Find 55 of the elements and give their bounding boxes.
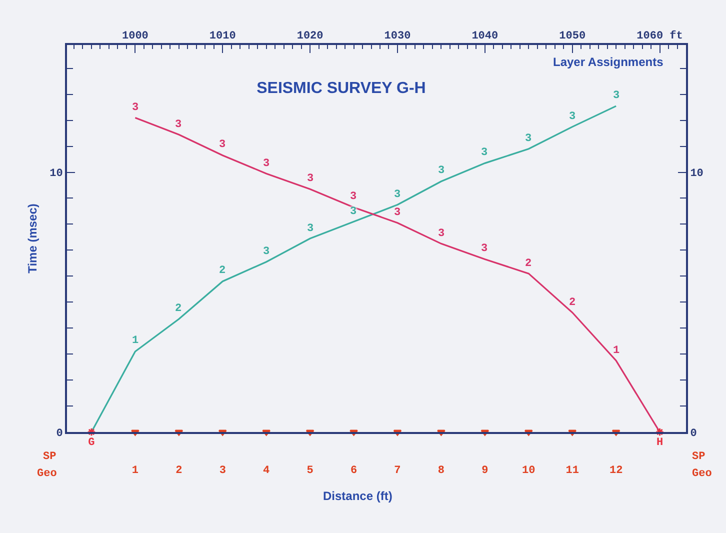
- x-tick-label: 6: [350, 465, 358, 478]
- x-tick-label: 4: [263, 465, 270, 478]
- annotation: 3: [350, 191, 357, 203]
- x-tick-label: 5: [306, 465, 314, 478]
- annotation: 3: [263, 246, 270, 258]
- annotation: 3: [307, 223, 314, 235]
- annotation: 2: [569, 297, 576, 309]
- x2-tick-label: 1020: [296, 30, 324, 43]
- x-tick-label: 1: [132, 465, 139, 478]
- text: SP: [692, 451, 706, 463]
- x2-tick-label: 1040: [472, 30, 498, 43]
- annotation: 3: [307, 173, 314, 185]
- text: Geo: [692, 468, 712, 480]
- annotation: 3: [394, 189, 401, 201]
- x2-tick-label: 1060 ft: [636, 30, 683, 43]
- annotation: 3: [438, 228, 445, 240]
- annotation: 3: [394, 207, 401, 219]
- x2-tick-label: 1030: [384, 30, 411, 43]
- x-tick-label: 2: [176, 465, 182, 478]
- annotation: 1: [613, 345, 620, 357]
- y-axis-title: Time (msec): [25, 204, 40, 274]
- x-tick-label: 12: [609, 465, 623, 478]
- annotation: 3: [438, 165, 445, 177]
- x-axis-title: Distance (ft): [323, 489, 392, 503]
- series-label: G: [88, 437, 96, 449]
- annotation: 1: [132, 335, 139, 347]
- x-tick-label: 11: [566, 465, 580, 478]
- annotation: 3: [132, 102, 139, 114]
- text: SP: [43, 451, 57, 463]
- annotation: 3: [481, 243, 488, 255]
- annotation: 2: [525, 258, 532, 270]
- annotation: 3: [350, 206, 357, 218]
- annotation: 3: [525, 133, 532, 145]
- x2-tick-label: 1000: [122, 30, 148, 43]
- x-tick-label: 8: [438, 465, 445, 478]
- annotation: 2: [219, 265, 226, 277]
- annotation: 3: [263, 158, 270, 170]
- x-tick-label: 10: [522, 465, 536, 478]
- x-tick-label: 7: [394, 465, 401, 478]
- text: Geo: [37, 468, 58, 480]
- x-tick-label: 3: [219, 465, 226, 478]
- annotation: 2: [175, 303, 182, 315]
- annotation: 3: [613, 90, 620, 102]
- annotation: 3: [481, 147, 488, 159]
- series-label: H: [656, 437, 664, 449]
- x2-tick-label: 1010: [209, 30, 236, 43]
- annotation: Layer Assignments: [553, 55, 664, 69]
- text: SEISMIC SURVEY G-H: [256, 80, 426, 98]
- annotation: 3: [219, 139, 226, 151]
- x-tick-label: 9: [482, 465, 488, 478]
- x2-tick-label: 1050: [559, 30, 586, 43]
- y2-tick-label: 10: [690, 168, 704, 180]
- annotation: 3: [569, 111, 576, 123]
- y2-tick-label: 0: [690, 428, 697, 440]
- annotation: 3: [175, 119, 182, 131]
